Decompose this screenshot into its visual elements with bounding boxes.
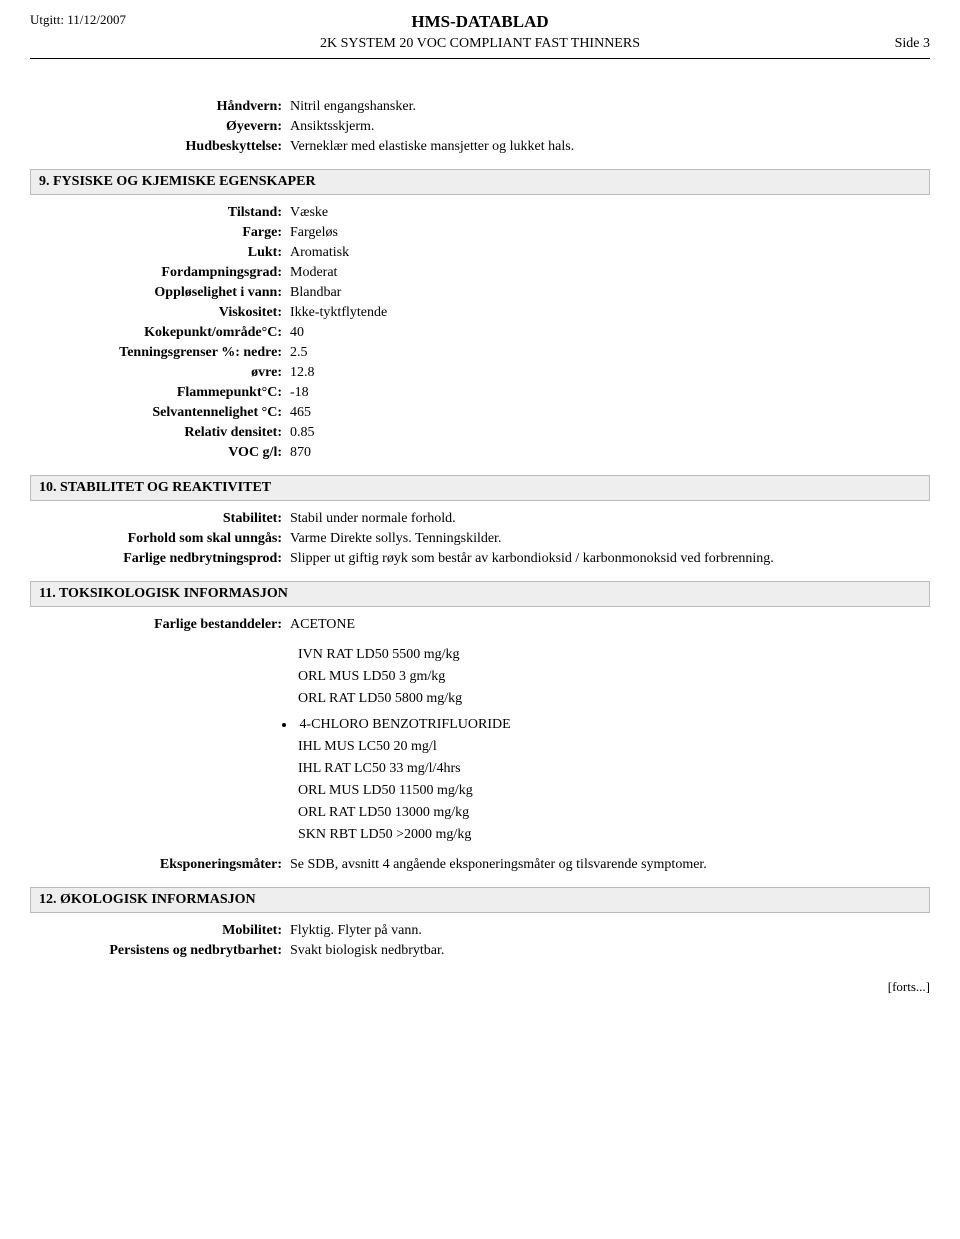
kv-value: 2.5 xyxy=(290,345,930,361)
kv-value: 40 xyxy=(290,325,930,341)
kv-value: -18 xyxy=(290,385,930,401)
kv-value: Flyktig. Flyter på vann. xyxy=(290,923,930,939)
kv-value: Aromatisk xyxy=(290,245,930,261)
tox-line: ORL MUS LD50 3 gm/kg xyxy=(298,669,930,685)
doc-subheader: 2K SYSTEM 20 VOC COMPLIANT FAST THINNERS… xyxy=(30,36,930,56)
section11-block: Farlige bestanddeler: ACETONE xyxy=(30,617,930,633)
kv-value: 870 xyxy=(290,445,930,461)
kv-value: Blandbar xyxy=(290,285,930,301)
kv-value: Slipper ut giftig røyk som består av kar… xyxy=(290,551,930,567)
doc-title: HMS-DATABLAD xyxy=(30,12,930,32)
section12-header: 12. ØKOLOGISK INFORMASJON xyxy=(30,887,930,913)
kv-value: ACETONE xyxy=(290,617,930,633)
kv-row: Øyevern: Ansiktsskjerm. xyxy=(30,119,930,135)
kv-label: Oppløselighet i vann: xyxy=(30,285,290,301)
page-number: Side 3 xyxy=(895,36,930,52)
kv-row: Håndvern: Nitril engangshansker. xyxy=(30,99,930,115)
tox-line: IVN RAT LD50 5500 mg/kg xyxy=(298,647,930,663)
kv-value: Se SDB, avsnitt 4 angående eksponeringsm… xyxy=(290,857,930,873)
section11-tail: Eksponeringsmåter: Se SDB, avsnitt 4 ang… xyxy=(30,857,930,873)
kv-value: 0.85 xyxy=(290,425,930,441)
kv-label: Forhold som skal unngås: xyxy=(30,531,290,547)
kv-label: Stabilitet: xyxy=(30,511,290,527)
kv-label: Eksponeringsmåter: xyxy=(30,857,290,873)
kv-label: VOC g/l: xyxy=(30,445,290,461)
section12-block: Mobilitet:Flyktig. Flyter på vann. Persi… xyxy=(30,923,930,959)
kv-label: Selvantennelighet °C: xyxy=(30,405,290,421)
tox-bullet-heading: 4-CHLORO BENZOTRIFLUORIDE xyxy=(298,717,930,733)
kv-label: Fordampningsgrad: xyxy=(30,265,290,281)
kv-value: Ikke-tyktflytende xyxy=(290,305,930,321)
section9-block: Tilstand:Væske Farge:Fargeløs Lukt:Aroma… xyxy=(30,205,930,461)
kv-row: Hudbeskyttelse: Verneklær med elastiske … xyxy=(30,139,930,155)
kv-value: 12.8 xyxy=(290,365,930,381)
section10-header: 10. STABILITET OG REAKTIVITET xyxy=(30,475,930,501)
kv-label: Farlige nedbrytningsprod: xyxy=(30,551,290,567)
kv-value: Svakt biologisk nedbrytbar. xyxy=(290,943,930,959)
doc-header: Utgitt: 11/12/2007 HMS-DATABLAD xyxy=(30,12,930,34)
continuation-marker: [forts...] xyxy=(30,979,930,995)
tox-line: ORL MUS LD50 11500 mg/kg xyxy=(298,783,930,799)
kv-value: Moderat xyxy=(290,265,930,281)
kv-label: Farlige bestanddeler: xyxy=(30,617,290,633)
tox-line: IHL MUS LC50 20 mg/l xyxy=(298,739,930,755)
kv-value: Varme Direkte sollys. Tenningskilder. xyxy=(290,531,930,547)
kv-value: Verneklær med elastiske mansjetter og lu… xyxy=(290,139,930,155)
tox-line: IHL RAT LC50 33 mg/l/4hrs xyxy=(298,761,930,777)
kv-label: øvre: xyxy=(30,365,290,381)
kv-label: Håndvern: xyxy=(30,99,290,115)
kv-label: Lukt: xyxy=(30,245,290,261)
header-rule xyxy=(30,58,930,59)
tox-line: SKN RBT LD50 >2000 mg/kg xyxy=(298,827,930,843)
kv-label: Tenningsgrenser %: nedre: xyxy=(30,345,290,361)
tox-line: ORL RAT LD50 5800 mg/kg xyxy=(298,691,930,707)
kv-label: Farge: xyxy=(30,225,290,241)
kv-value: Fargeløs xyxy=(290,225,930,241)
kv-label: Viskositet: xyxy=(30,305,290,321)
kv-label: Mobilitet: xyxy=(30,923,290,939)
kv-value: 465 xyxy=(290,405,930,421)
kv-label: Kokepunkt/område°C: xyxy=(30,325,290,341)
tox-bullet-text: 4-CHLORO BENZOTRIFLUORIDE xyxy=(300,717,511,732)
kv-label: Relativ densitet: xyxy=(30,425,290,441)
protection-block: Håndvern: Nitril engangshansker. Øyevern… xyxy=(30,99,930,155)
section9-header: 9. FYSISKE OG KJEMISKE EGENSKAPER xyxy=(30,169,930,195)
kv-label: Tilstand: xyxy=(30,205,290,221)
section10-block: Stabilitet:Stabil under normale forhold.… xyxy=(30,511,930,567)
issued-date: Utgitt: 11/12/2007 xyxy=(30,12,126,28)
section11-header: 11. TOKSIKOLOGISK INFORMASJON xyxy=(30,581,930,607)
bullet-icon xyxy=(282,723,286,727)
doc-subtitle: 2K SYSTEM 20 VOC COMPLIANT FAST THINNERS xyxy=(320,36,640,52)
kv-label: Øyevern: xyxy=(30,119,290,135)
kv-value: Nitril engangshansker. xyxy=(290,99,930,115)
kv-label: Flammepunkt°C: xyxy=(30,385,290,401)
kv-value: Væske xyxy=(290,205,930,221)
kv-value: Stabil under normale forhold. xyxy=(290,511,930,527)
tox-group1: IVN RAT LD50 5500 mg/kg ORL MUS LD50 3 g… xyxy=(298,647,930,843)
tox-line: ORL RAT LD50 13000 mg/kg xyxy=(298,805,930,821)
kv-value: Ansiktsskjerm. xyxy=(290,119,930,135)
kv-label: Persistens og nedbrytbarhet: xyxy=(30,943,290,959)
kv-label: Hudbeskyttelse: xyxy=(30,139,290,155)
